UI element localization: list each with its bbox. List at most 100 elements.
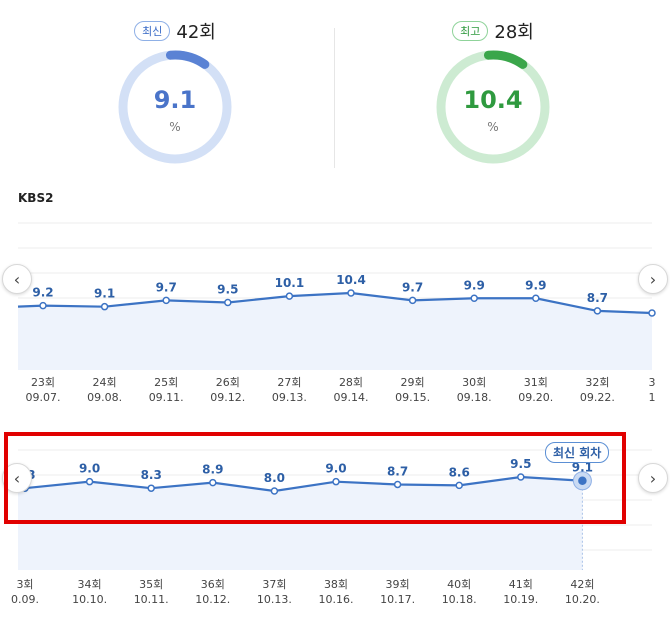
latest-donut-graphic [118, 50, 232, 164]
data-label: 8.7 [587, 291, 608, 305]
chevron-left-icon: ‹ [13, 269, 21, 289]
x-axis-label: 34회 10.10. [60, 577, 120, 607]
data-label: 9.5 [510, 457, 531, 471]
best-episode-label: 최고 28회 [373, 18, 613, 44]
data-point[interactable] [270, 487, 279, 495]
date-label: 09.07. [25, 391, 61, 404]
date-label: 09.15. [395, 391, 431, 404]
latest-rating-unit: % [169, 120, 181, 134]
latest-episode-label: 최신 42회 [55, 18, 295, 44]
date-label: 09.18. [456, 391, 492, 404]
date-label: 09.12. [210, 391, 246, 404]
latest-episode-tag: 최신 회차 [545, 442, 610, 463]
x-axis-label: 25회 09.11. [136, 375, 196, 405]
summary-divider [334, 28, 335, 168]
episode-label: 35회 [139, 578, 164, 591]
episode-label: 37회 [262, 578, 287, 591]
episode-label: 27회 [277, 376, 302, 389]
x-axis-label: 3회 0.09. [0, 577, 55, 607]
data-label: 9.2 [32, 286, 53, 300]
data-label: 9.0 [79, 462, 100, 476]
data-point[interactable] [578, 476, 587, 485]
latest-donut-arc [165, 50, 210, 69]
latest-episode-number: 42회 [176, 22, 216, 43]
date-label: 10.10. [72, 593, 108, 606]
best-episode-card: 최고 28회 10.4 % [373, 0, 613, 175]
episode-label: 38회 [323, 578, 349, 591]
chevron-right-icon: › [649, 468, 657, 488]
data-point[interactable] [517, 473, 525, 481]
x-axis-label: 35회 10.11. [121, 577, 181, 607]
rating-chart-1-svg: 9.2 9.1 9.7 9.5 10.1 10.4 9.7 9.9 9.9 8.7 [17, 222, 656, 370]
date-label: 10.17. [380, 593, 416, 606]
x-axis-label: 39회 10.17. [368, 577, 428, 607]
data-point[interactable] [455, 481, 463, 490]
episode-label: 25회 [154, 376, 179, 389]
data-label: 9.7 [156, 280, 177, 294]
data-point[interactable] [532, 294, 540, 303]
x-axis-label: 38회 10.16. [306, 577, 366, 607]
episode-label: 39회 [385, 578, 410, 591]
episode-label: 29회 [400, 376, 425, 389]
x-axis-label: 26회 09.12. [198, 375, 258, 405]
data-label: 9.0 [325, 462, 346, 476]
x-axis-label: 32회 09.22. [567, 375, 627, 405]
episode-label: 36회 [200, 578, 225, 591]
data-label: 9.9 [464, 278, 485, 292]
data-point[interactable] [347, 289, 355, 297]
chart-1-prev-button[interactable]: ‹ [2, 264, 32, 294]
channel-name: KBS2 [18, 191, 54, 205]
data-point[interactable] [593, 307, 602, 315]
data-point[interactable] [285, 292, 294, 300]
data-point[interactable] [147, 484, 155, 492]
date-label: 10.11. [133, 593, 169, 606]
highlight-box [4, 432, 626, 524]
date-label: 10.18. [441, 593, 477, 606]
date-label: 0.09. [11, 593, 39, 606]
date-label: 1 [648, 391, 656, 404]
data-point[interactable] [648, 309, 656, 317]
best-badge: 최고 [452, 21, 489, 41]
best-rating-unit: % [487, 120, 499, 134]
data-point[interactable] [224, 298, 232, 307]
x-axis-label: 27회 09.13. [259, 375, 319, 405]
series-area [18, 293, 652, 370]
data-label: 9.1 [572, 461, 593, 475]
date-label: 09.14. [333, 391, 369, 404]
data-point[interactable] [332, 477, 340, 486]
date-label: 10.20. [564, 593, 600, 606]
date-label: 09.22. [579, 391, 615, 404]
episode-label: 26회 [215, 376, 240, 389]
chart-2-next-button[interactable]: › [638, 463, 668, 493]
x-axis-label: 31회 09.20. [506, 375, 566, 405]
data-point[interactable] [85, 477, 94, 486]
data-point[interactable] [408, 296, 417, 305]
episode-label: 32회 [585, 376, 610, 389]
x-axis-label: 40회 10.18. [429, 577, 489, 607]
best-donut-arc [483, 50, 528, 69]
data-label: 9.7 [402, 280, 423, 294]
x-axis-label: 42회 10.20. [552, 577, 612, 607]
date-label: 10.12. [195, 593, 231, 606]
data-point[interactable] [209, 478, 217, 487]
data-point[interactable] [100, 302, 109, 311]
data-label: 9.5 [217, 282, 238, 296]
date-label: 10.13. [256, 593, 292, 606]
episode-label: 30회 [462, 376, 487, 389]
data-label: 10.1 [275, 276, 305, 290]
rating-summary: 최신 42회 9.1 % 최고 28회 10.4 % [0, 0, 670, 180]
x-axis-label: 30회 09.18. [444, 375, 504, 405]
series-line [17, 291, 653, 315]
data-label: 8.0 [264, 471, 285, 485]
data-point[interactable] [393, 480, 402, 489]
x-axis-label: 28회 09.14. [321, 375, 381, 405]
data-point[interactable] [39, 301, 47, 310]
chart-1-next-button[interactable]: › [638, 264, 668, 294]
data-point[interactable] [470, 294, 478, 303]
best-donut-graphic [436, 50, 550, 164]
data-label: 9.1 [94, 287, 115, 301]
date-label: 10.19. [503, 593, 539, 606]
episode-label: 31회 [523, 376, 548, 389]
data-point[interactable] [162, 296, 170, 305]
